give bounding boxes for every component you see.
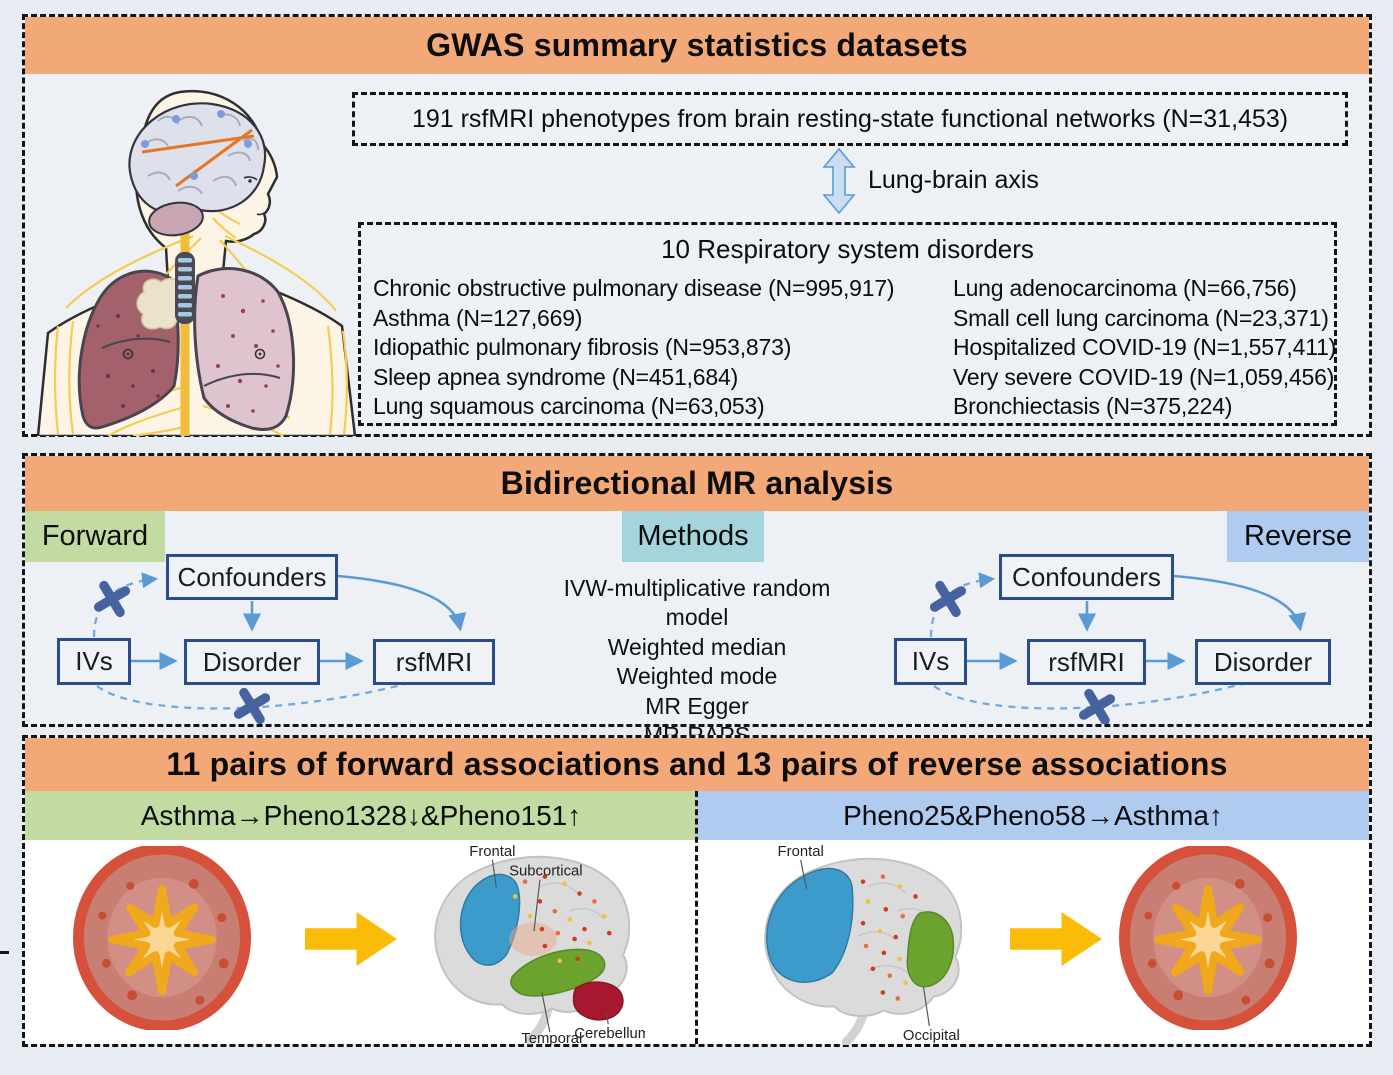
trachea-rings	[178, 258, 192, 317]
reverse-confounders-node: Confounders	[999, 554, 1174, 600]
forward-tag: Forward	[25, 511, 165, 562]
frontal-region	[459, 873, 521, 966]
forward-exposure-node: Disorder	[184, 639, 320, 685]
reverse-ivs-node: IVs	[894, 638, 967, 685]
airway-lumen-star	[108, 884, 216, 996]
rsfmri-phenotypes-text: 191 rsfMRI phenotypes from brain resting…	[411, 104, 1289, 133]
disorders-column-left: Chronic obstructive pulmonary disease (N…	[373, 274, 895, 422]
forward-ivs-node: IVs	[57, 638, 131, 685]
eye-icon	[248, 179, 252, 183]
forward-outcome-node: rsfMRI	[373, 639, 495, 685]
right-lung	[193, 267, 296, 431]
method-item: Weighted mode	[616, 663, 778, 690]
associations-divider	[695, 791, 698, 1044]
forward-confounders-node: Confounders	[166, 554, 338, 600]
respiratory-disorders-box	[358, 222, 1337, 426]
cerebellum-region	[572, 981, 624, 1021]
airway-cross-section-right	[1119, 846, 1297, 1030]
panel-associations-header: 11 pairs of forward associations and 13 …	[25, 738, 1369, 791]
cerebellum	[148, 201, 204, 237]
brain-gyri	[142, 113, 259, 195]
method-item: Weighted median	[607, 633, 787, 660]
airway-lumen-star	[1154, 884, 1262, 996]
reverse-exposure-node: rsfMRI	[1027, 639, 1146, 685]
nipple-left-dot	[126, 352, 130, 356]
disorder-item: Hospitalized COVID-19 (N=1,557,411)	[953, 334, 1337, 360]
left-lung-fissure	[101, 337, 171, 349]
forward-association-band: Asthma→Pheno1328↓&Pheno151↑	[25, 791, 697, 840]
airway-cross-section-left	[73, 846, 251, 1030]
occipital-region	[906, 911, 955, 988]
right-lung-fissure	[203, 372, 281, 387]
disorder-item: Sleep apnea syndrome (N=451,684)	[373, 363, 739, 390]
brain-forward-result: Frontal Subcortical Temporal Cerebellum	[434, 844, 645, 1045]
methods-list: IVW-multiplicative random model Weighted…	[530, 574, 864, 750]
snp-dots	[512, 874, 612, 964]
method-item: IVW-multiplicative random model	[563, 575, 831, 631]
brain-reverse-exposure: Frontal Occipital	[764, 844, 963, 1045]
occipital-label: Occipital	[903, 1028, 960, 1044]
disorder-item: Asthma (N=127,669)	[373, 304, 583, 331]
frontal-region	[766, 867, 854, 983]
disorder-item: Bronchiectasis (N=375,224)	[953, 393, 1233, 419]
temporal-region	[510, 948, 606, 997]
panel-mr-title: Bidirectional MR analysis	[500, 465, 894, 501]
disorder-item: Lung squamous carcinoma (N=63,053)	[373, 393, 765, 419]
panel-gwas-title: GWAS summary statistics datasets	[426, 27, 968, 63]
panel-associations-title: 11 pairs of forward associations and 13 …	[166, 746, 1228, 782]
functional-network-nodes	[141, 110, 252, 180]
reverse-tag: Reverse	[1227, 511, 1369, 562]
disorders-column-right: Lung adenocarcinoma (N=66,756) Small cel…	[953, 274, 1336, 422]
right-lung-speckles	[216, 294, 280, 413]
functional-network-lines	[141, 128, 255, 188]
nipple-right-dot	[258, 352, 262, 356]
reverse-association-band: Pheno25&Pheno58→Asthma↑	[697, 791, 1369, 840]
disorder-item: Idiopathic pulmonary fibrosis (N=953,873…	[373, 334, 792, 360]
rsfmri-phenotypes-box: 191 rsfMRI phenotypes from brain resting…	[352, 92, 1348, 146]
subcortical-label: Subcortical	[509, 864, 582, 880]
methods-tag: Methods	[622, 511, 764, 562]
panel-mr-header: Bidirectional MR analysis	[25, 456, 1369, 511]
nipple-left	[122, 348, 134, 360]
method-item: MR Egger	[645, 692, 749, 719]
respiratory-disorders-title: 10 Respiratory system disorders	[661, 234, 1034, 264]
snp-dots	[860, 874, 918, 1001]
disorder-item: Chronic obstructive pulmonary disease (N…	[373, 275, 895, 301]
disorder-item: Lung adenocarcinoma (N=66,756)	[953, 275, 1297, 301]
left-lung-speckles	[96, 304, 160, 408]
frontal-label: Frontal	[469, 844, 515, 860]
stray-mark	[0, 951, 9, 954]
subcortical-region	[509, 922, 557, 956]
disorder-item: Very severe COVID-19 (N=1,059,456)	[953, 363, 1335, 390]
nipple-right	[254, 348, 266, 360]
double-arrow-icon	[822, 148, 856, 214]
lung-brain-body-illustration	[36, 89, 357, 436]
temporal-label: Temporal	[521, 1031, 582, 1045]
disorder-item: Small cell lung carcinoma (N=23,371)	[953, 304, 1329, 331]
cerebellum-label: Cerebellum	[574, 1026, 645, 1042]
face-details	[243, 176, 265, 216]
panel-gwas-header: GWAS summary statistics datasets	[25, 17, 1369, 74]
reverse-outcome-node: Disorder	[1195, 639, 1331, 685]
frontal-label: Frontal	[778, 844, 824, 860]
lung-brain-axis-label: Lung-brain axis	[868, 166, 1039, 194]
